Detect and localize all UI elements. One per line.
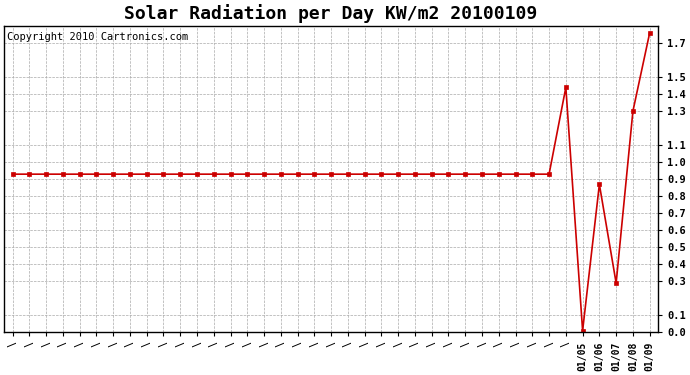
Text: Copyright 2010 Cartronics.com: Copyright 2010 Cartronics.com	[8, 32, 188, 42]
Title: Solar Radiation per Day KW/m2 20100109: Solar Radiation per Day KW/m2 20100109	[124, 4, 538, 23]
